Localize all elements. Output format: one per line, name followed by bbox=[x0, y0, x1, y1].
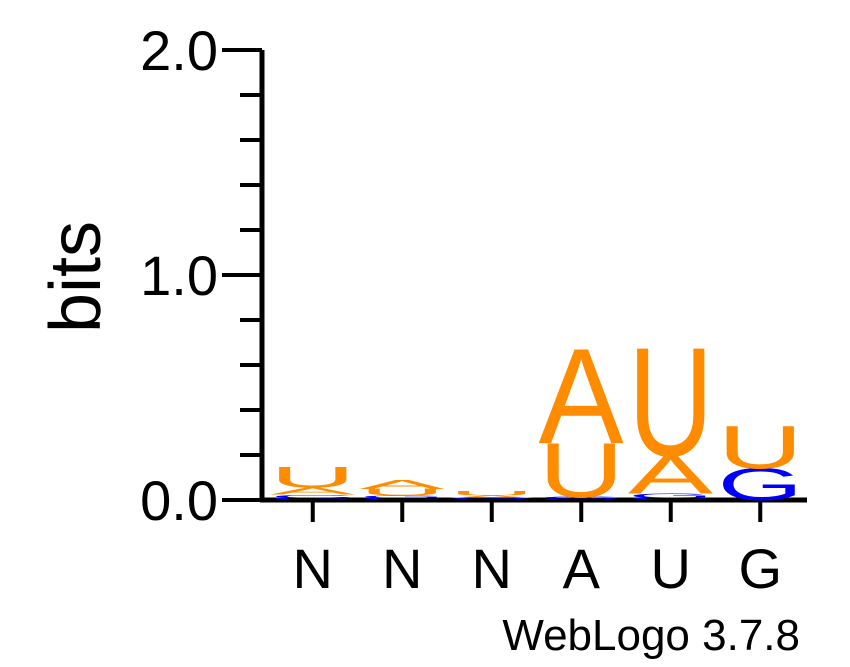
weblogo-footer: WebLogo 3.7.8 bbox=[502, 611, 800, 660]
x-tick-label: A bbox=[563, 537, 601, 600]
x-tick-label: G bbox=[738, 537, 782, 600]
logo-letter-A: A bbox=[270, 486, 356, 497]
y-tick-label: 2.0 bbox=[140, 19, 218, 82]
logo-letter-U: U bbox=[449, 490, 534, 497]
y-tick-label: 1.0 bbox=[140, 244, 218, 307]
y-axis: 0.0 1.0 2.0 bbox=[140, 19, 265, 532]
logo-letter-G: G bbox=[360, 495, 445, 499]
x-tick-label: N bbox=[382, 537, 422, 600]
logo-letter-G: G bbox=[628, 492, 713, 499]
logo-letter-C: C bbox=[449, 499, 535, 501]
logo-letter-G: G bbox=[270, 497, 355, 501]
x-tick-label: N bbox=[293, 537, 333, 600]
logo-letter-G: G bbox=[539, 496, 624, 500]
y-axis-title: bits bbox=[36, 221, 116, 333]
logo-letter-G: G bbox=[449, 497, 534, 499]
logo-letter-G: G bbox=[718, 459, 803, 510]
logo-letter-U: U bbox=[718, 413, 803, 482]
logo-letter-C: C bbox=[539, 499, 625, 501]
logo-letter-U: U bbox=[628, 316, 713, 489]
logo-letter-C: C bbox=[360, 497, 446, 501]
x-tick-label: N bbox=[472, 537, 512, 600]
logo-letter-U: U bbox=[360, 487, 445, 498]
logo-letter-U: U bbox=[270, 462, 356, 494]
logo-letter-A: A bbox=[360, 477, 446, 491]
logo-letter-A: A bbox=[628, 444, 714, 506]
x-tick-label: U bbox=[651, 537, 691, 600]
y-tick-label: 0.0 bbox=[140, 469, 218, 532]
logo-letter-C: C bbox=[628, 497, 714, 501]
logo-letter-C: C bbox=[270, 493, 355, 498]
logo-letter-U: U bbox=[539, 427, 624, 514]
logo-letter-A: A bbox=[449, 495, 535, 499]
logo-letter-A: A bbox=[539, 320, 624, 472]
